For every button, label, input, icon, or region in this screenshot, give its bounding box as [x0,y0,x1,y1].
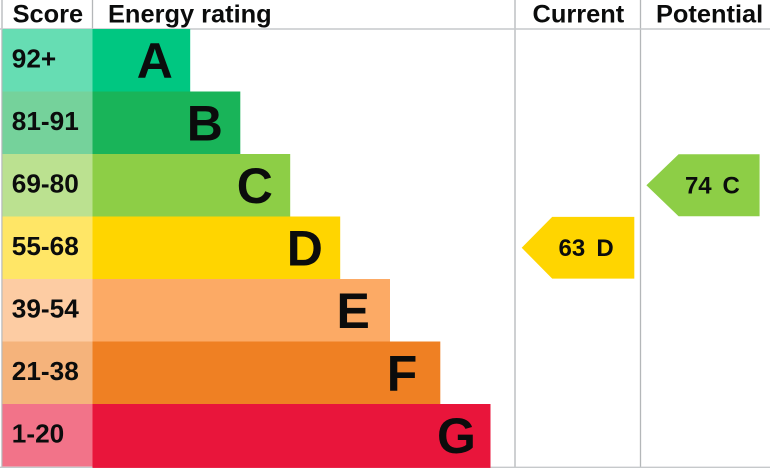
svg-text:Potential: Potential [656,1,763,29]
svg-text:Score: Score [13,1,84,29]
svg-text:55-68: 55-68 [12,231,79,261]
svg-text:F: F [387,345,418,401]
svg-text:G: G [437,408,476,464]
svg-text:74: 74 [685,172,712,199]
svg-text:C: C [723,172,740,199]
svg-text:C: C [237,158,273,214]
svg-text:D: D [596,235,613,262]
svg-text:69-80: 69-80 [12,169,79,199]
svg-text:E: E [337,283,370,339]
svg-text:Energy rating: Energy rating [108,1,272,29]
svg-text:A: A [137,33,173,89]
svg-text:92+: 92+ [12,44,56,74]
svg-text:Current: Current [533,1,625,29]
svg-text:1-20: 1-20 [12,419,64,449]
svg-text:63: 63 [559,235,586,262]
svg-text:39-54: 39-54 [12,294,79,324]
svg-text:21-38: 21-38 [12,356,79,386]
svg-text:D: D [287,220,323,276]
svg-text:B: B [187,95,223,151]
svg-text:81-91: 81-91 [12,106,79,136]
